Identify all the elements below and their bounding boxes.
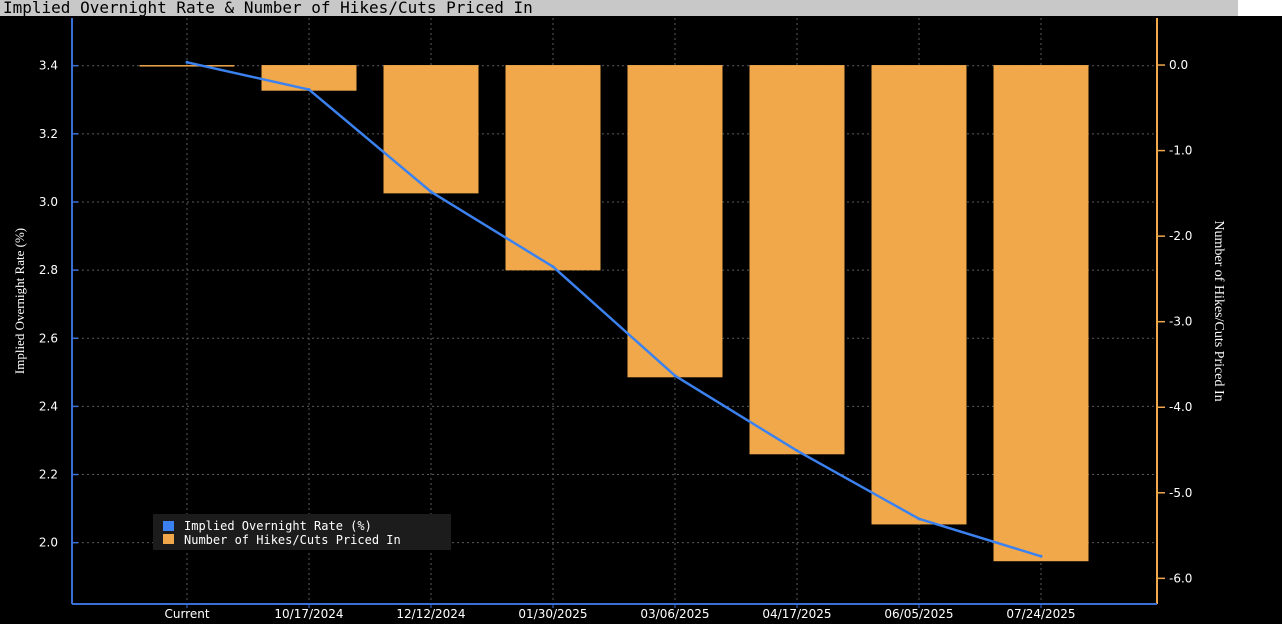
bar — [627, 65, 723, 378]
line-point — [673, 374, 677, 378]
x-tick-label: 04/17/2025 — [762, 607, 831, 621]
left-tick-label: 3.0 — [39, 195, 58, 209]
line-point — [795, 449, 799, 453]
line-point — [307, 88, 311, 92]
legend-box — [153, 514, 451, 550]
right-tick-label: -4.0 — [1169, 400, 1192, 414]
x-tick-label: 12/12/2024 — [396, 607, 465, 621]
bar — [993, 65, 1089, 562]
bar — [139, 65, 235, 67]
x-tick-label: 03/06/2025 — [640, 607, 709, 621]
bar — [383, 65, 479, 194]
left-tick-label: 2.0 — [39, 536, 58, 550]
x-tick-label: Current — [164, 607, 209, 621]
line-series-implied-rate — [186, 61, 1042, 558]
left-tick-label: 2.2 — [39, 468, 58, 482]
title-bar: Implied Overnight Rate & Number of Hikes… — [0, 0, 1238, 17]
left-axis-label: Implied Overnight Rate (%) — [12, 228, 27, 374]
chart-title: Implied Overnight Rate & Number of Hikes… — [3, 0, 533, 17]
legend-label-line: Implied Overnight Rate (%) — [184, 519, 372, 533]
right-tick-label: -6.0 — [1169, 571, 1192, 585]
line-point — [429, 190, 433, 194]
title-bar-edge — [1238, 0, 1282, 16]
right-tick-label: 0.0 — [1169, 58, 1188, 72]
bar — [749, 65, 845, 455]
line-point — [1039, 554, 1043, 558]
left-tick-label: 2.6 — [39, 331, 58, 345]
right-tick-label: -2.0 — [1169, 229, 1192, 243]
line-point — [917, 517, 921, 521]
right-axis-label: Number of Hikes/Cuts Priced In — [1211, 220, 1226, 401]
x-tick-label: 07/24/2025 — [1006, 607, 1075, 621]
right-tick-label: -5.0 — [1169, 486, 1192, 500]
line-point — [551, 265, 555, 269]
left-tick-label: 2.4 — [39, 399, 58, 413]
x-tick-label: 01/30/2025 — [518, 607, 587, 621]
legend-label-bar: Number of Hikes/Cuts Priced In — [184, 533, 401, 547]
x-tick-label: 06/05/2025 — [884, 607, 953, 621]
bar — [261, 65, 357, 91]
right-tick-label: -1.0 — [1169, 144, 1192, 158]
line-point — [185, 60, 189, 64]
left-tick-label: 3.4 — [39, 59, 58, 73]
right-tick-label: -3.0 — [1169, 315, 1192, 329]
x-tick-label: 10/17/2024 — [274, 607, 343, 621]
left-tick-label: 3.2 — [39, 127, 58, 141]
bar — [871, 65, 967, 525]
left-tick-label: 2.8 — [39, 263, 58, 277]
legend-swatch-line — [163, 521, 174, 531]
legend-swatch-bar — [163, 534, 174, 544]
bar — [505, 65, 601, 271]
